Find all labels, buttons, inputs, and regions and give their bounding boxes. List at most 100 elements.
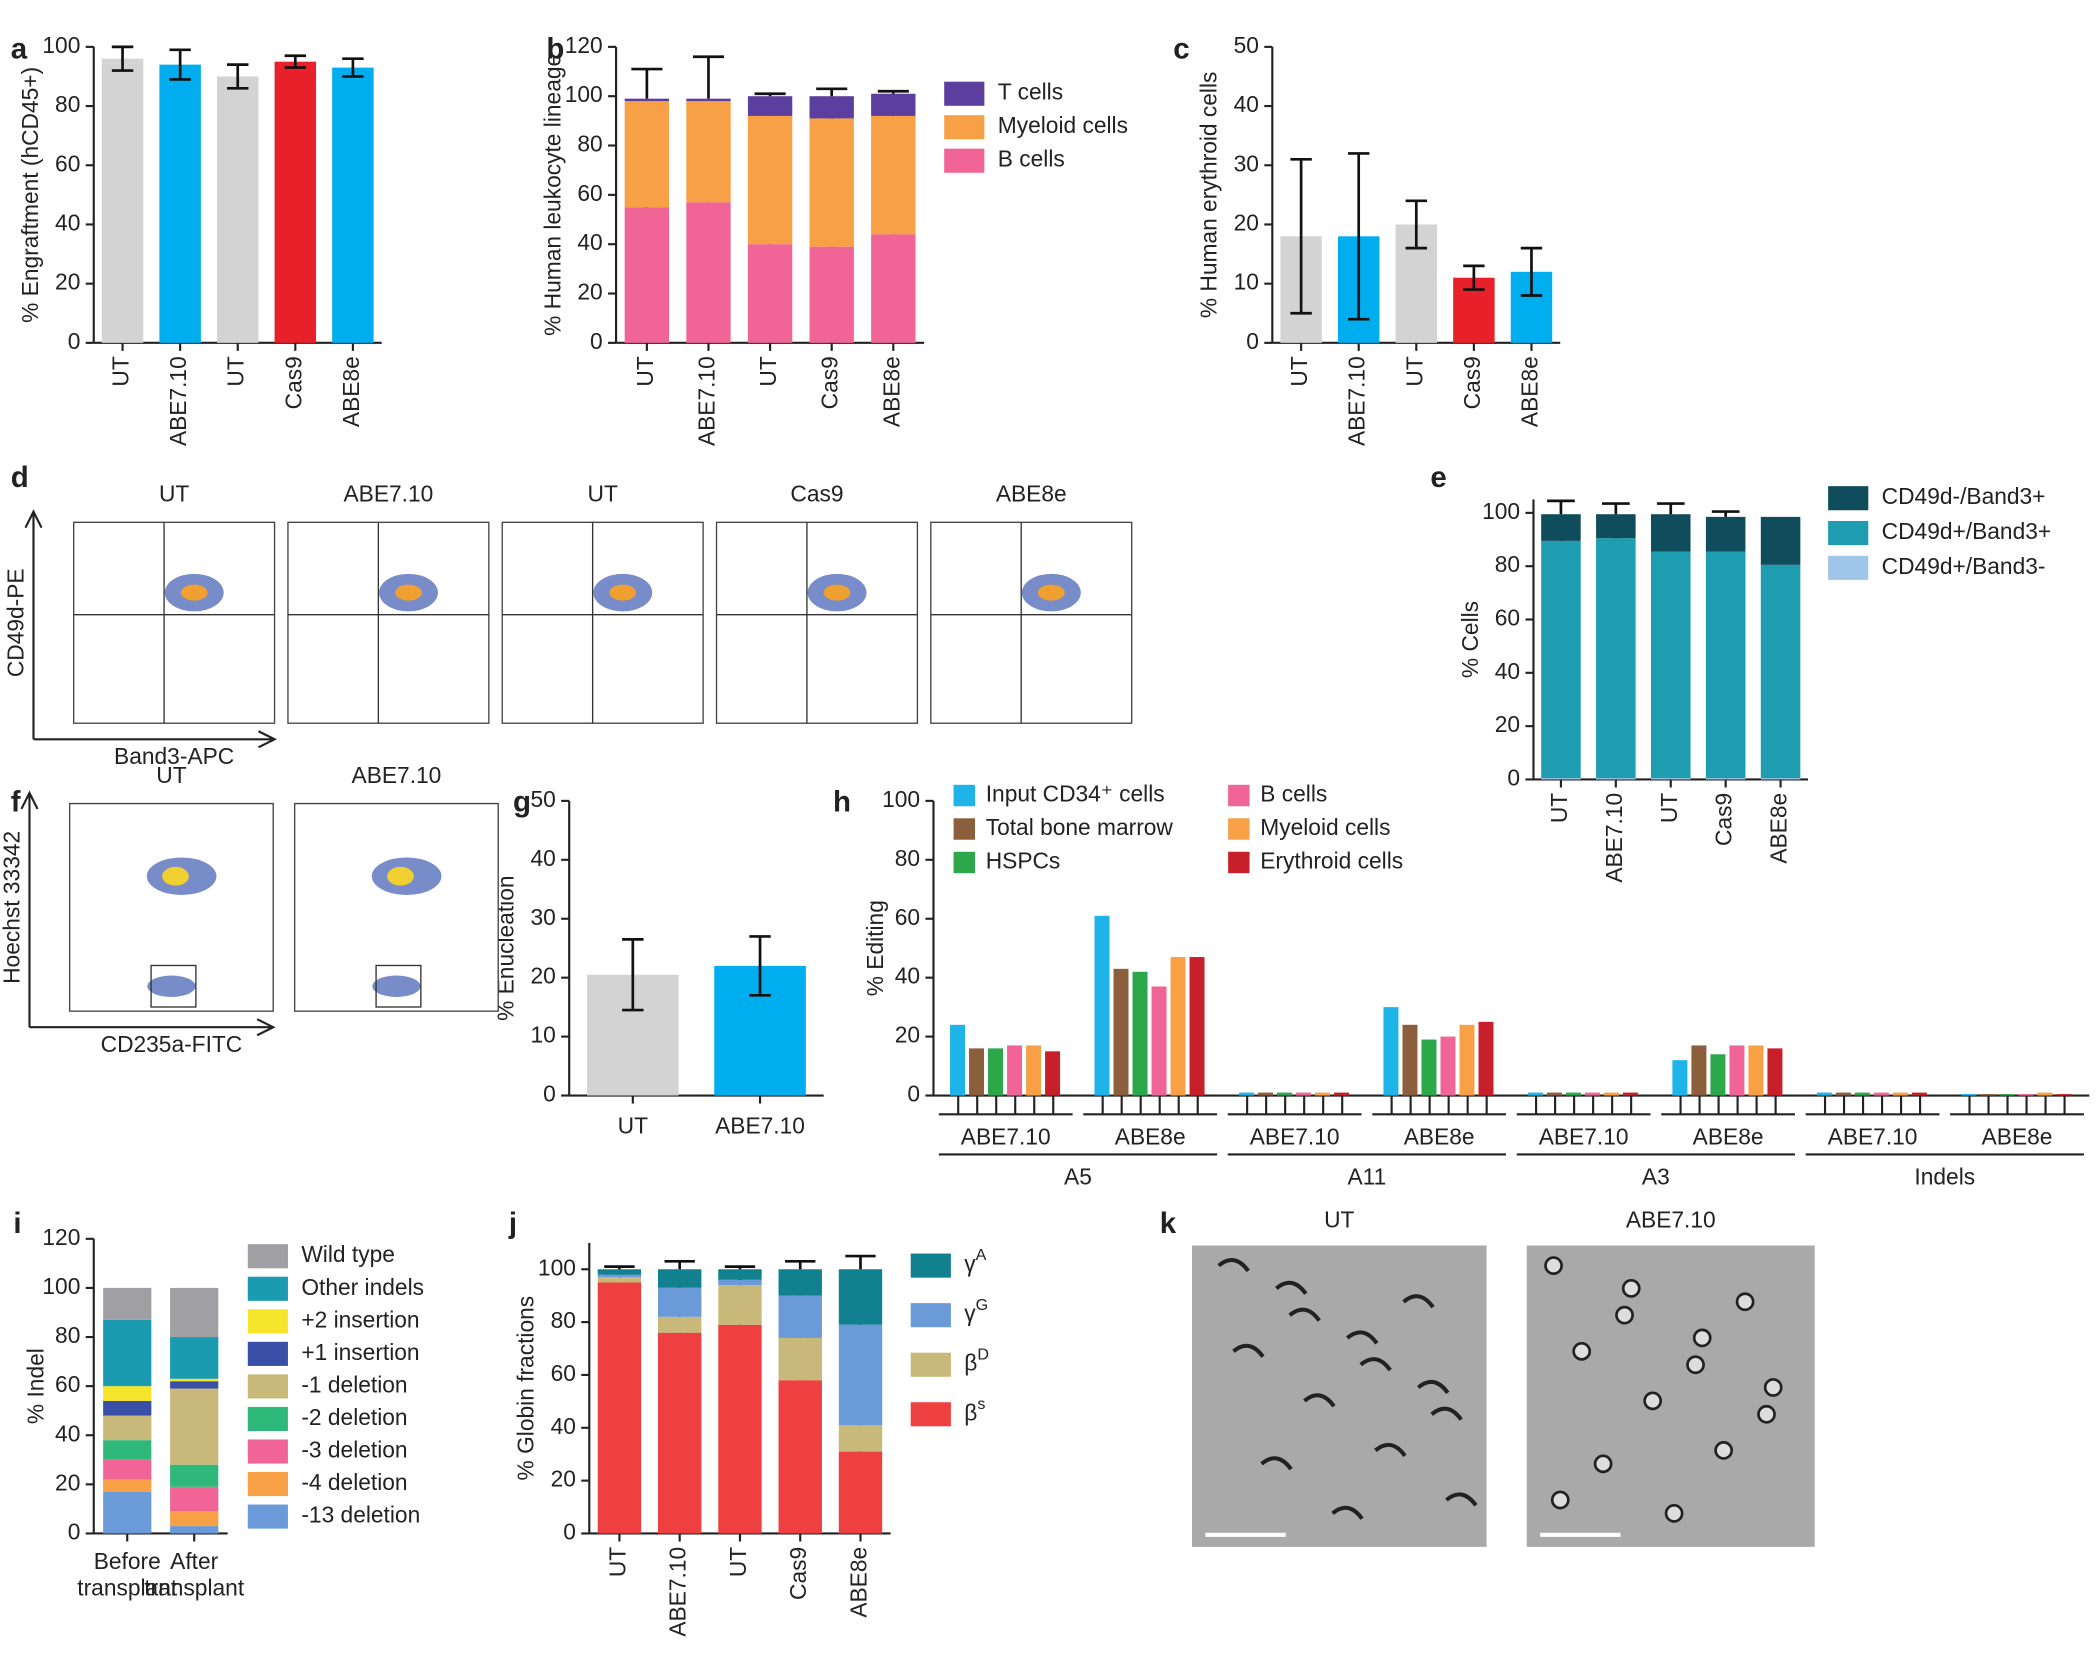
panel-letter: h <box>833 785 851 818</box>
error-bar <box>749 935 771 997</box>
cell <box>1572 1341 1592 1361</box>
x-tick-label: UT <box>108 356 134 386</box>
cell <box>1331 1505 1364 1520</box>
bar-segment <box>809 118 854 247</box>
bar-segment <box>1760 778 1801 780</box>
y-axis-label: % Editing <box>862 900 888 996</box>
bar <box>1007 1045 1023 1096</box>
error-bar <box>284 54 307 69</box>
bar <box>1045 1051 1061 1096</box>
y-tick-label: 0 <box>563 1518 576 1544</box>
bar <box>217 76 259 343</box>
axis-arrow <box>29 1018 276 1037</box>
cell <box>1735 1292 1755 1312</box>
bar-segment <box>597 1274 642 1278</box>
bar <box>1622 1092 1638 1096</box>
x-tick-label: ABE8e <box>846 1547 872 1618</box>
x-tick-label: Cas9 <box>280 356 306 409</box>
flow-title: UT <box>156 762 186 788</box>
bar <box>1546 1092 1562 1096</box>
legend-label-text: Myeloid cells <box>998 112 1128 138</box>
x-tick-label: UT <box>604 1547 630 1577</box>
bar-segment <box>809 96 854 119</box>
legend-label: -1 deletion <box>301 1371 407 1397</box>
x-tick-label: ABE7.10 <box>961 1123 1051 1149</box>
bar-segment <box>838 1324 883 1426</box>
y-tick-label: 0 <box>1246 328 1259 354</box>
y-tick-label: 60 <box>55 150 80 176</box>
y-tick-label: 100 <box>538 1254 576 1280</box>
legend-swatch <box>247 1341 288 1366</box>
bar-segment <box>657 1287 702 1317</box>
micrograph <box>1191 1245 1487 1547</box>
x-tick-label: After <box>170 1548 218 1574</box>
bar <box>1257 1092 1273 1096</box>
cell <box>1757 1404 1776 1424</box>
legend-label: HSPCs <box>986 848 1061 874</box>
y-tick-label: 60 <box>895 904 920 930</box>
y-tick-label: 100 <box>565 81 603 107</box>
legend-label: +2 insertion <box>301 1306 419 1332</box>
error-bar <box>227 63 249 90</box>
flow-title: Cas9 <box>790 481 843 507</box>
y-tick-label: 40 <box>895 963 920 989</box>
legend-swatch <box>247 1406 288 1432</box>
x-tick-label: UT <box>223 356 249 386</box>
cell-cloud-core <box>162 866 189 886</box>
y-tick-label: 0 <box>68 1518 81 1544</box>
y-tick-label: 20 <box>55 1469 80 1495</box>
bar <box>332 67 374 343</box>
bar <box>1170 957 1186 1096</box>
bar-segment <box>170 1287 219 1338</box>
bar <box>2018 1094 2034 1096</box>
error-bar <box>1602 502 1630 515</box>
site-label: A3 <box>1642 1164 1670 1190</box>
bar-segment <box>1705 516 1746 552</box>
legend-label: CD49d+/Band3+ <box>1882 518 2052 544</box>
legend-swatch <box>910 1352 951 1377</box>
panel-letter: b <box>546 33 564 66</box>
bar-segment <box>170 1337 219 1379</box>
y-tick-label: 120 <box>565 32 603 58</box>
bar <box>1421 1039 1437 1096</box>
error-bar <box>754 92 786 97</box>
error-bar <box>169 48 191 81</box>
bar-segment <box>624 98 670 102</box>
bar <box>2037 1092 2053 1096</box>
bar <box>1980 1094 1996 1096</box>
error-bar <box>622 938 644 1012</box>
bar <box>1767 1048 1783 1096</box>
error-bar <box>1463 264 1485 291</box>
bar-segment <box>170 1381 219 1389</box>
bar-segment <box>103 1287 152 1320</box>
legend-label-text: CD49d-/Band3+ <box>1882 483 2046 509</box>
x-tick-label: ABE7.10 <box>1601 793 1627 883</box>
y-tick-label: 40 <box>55 209 80 235</box>
image-title: UT <box>1324 1206 1354 1232</box>
legend-label: Erythroid cells <box>1260 848 1403 874</box>
flow-plot <box>715 521 919 724</box>
bar-segment <box>747 244 793 343</box>
legend-label: βD <box>964 1346 989 1376</box>
cell <box>1346 1330 1379 1345</box>
legend-swatch <box>1228 818 1250 840</box>
x-tick-label: ABE8e <box>1982 1123 2053 1149</box>
legend-swatch <box>1828 520 1869 546</box>
flow-plot <box>501 521 704 724</box>
x-tick-label: UT <box>1656 793 1682 823</box>
error-bar <box>1405 199 1428 250</box>
bar-segment <box>778 1380 822 1534</box>
legend-label-text: CD49d+/Band3+ <box>1882 518 2052 544</box>
legend-label-text: β <box>964 1399 977 1425</box>
cell <box>1430 1406 1463 1421</box>
bar <box>1315 1092 1331 1096</box>
legend-swatch <box>910 1303 951 1328</box>
legend-label-sup: s <box>977 1395 985 1413</box>
y-tick-label: 80 <box>577 131 602 157</box>
legend-label: Wild type <box>301 1241 395 1267</box>
gate <box>150 964 197 1008</box>
legend-swatch <box>247 1471 288 1497</box>
error-bar <box>1347 152 1370 321</box>
bar-segment <box>1705 551 1746 779</box>
